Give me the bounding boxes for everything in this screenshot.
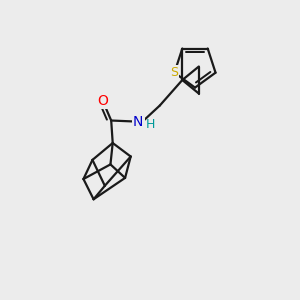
Text: N: N xyxy=(133,115,143,129)
Text: O: O xyxy=(98,94,108,108)
Text: S: S xyxy=(170,66,178,79)
Text: H: H xyxy=(146,118,155,131)
